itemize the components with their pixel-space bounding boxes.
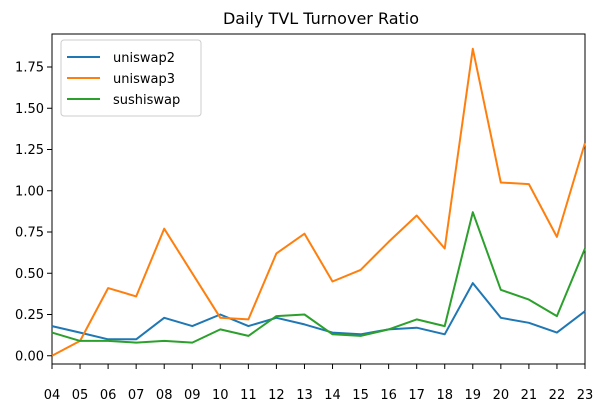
legend: uniswap2 uniswap3 sushiswap <box>60 39 202 117</box>
series-line-uniswap3 <box>51 47 586 357</box>
x-tick-label: 10 <box>212 388 229 403</box>
y-tick-label: 0.25 <box>15 308 44 323</box>
x-tick-label: 16 <box>380 388 397 403</box>
y-tick-label: 0.50 <box>15 267 44 282</box>
y-tick-label: 0.00 <box>15 349 44 364</box>
x-tick-label: 23 <box>577 388 594 403</box>
plot-area <box>51 33 586 365</box>
x-tick-label: 04 <box>44 388 61 403</box>
legend-box <box>60 39 202 117</box>
legend-label: sushiswap <box>113 93 180 108</box>
legend-label: uniswap2 <box>113 51 175 66</box>
x-tick-label: 09 <box>184 388 201 403</box>
x-tick-label: 11 <box>240 388 257 403</box>
x-tick-label: 08 <box>156 388 173 403</box>
legend-label: uniswap3 <box>113 72 175 87</box>
y-tick-label: 1.25 <box>15 143 44 158</box>
y-axis: 0.00 0.25 0.50 0.75 1.00 1.25 1.50 1.75 <box>15 61 52 364</box>
x-tick-label: 06 <box>100 388 117 403</box>
y-tick-label: 1.00 <box>15 184 44 199</box>
series-line-sushiswap <box>51 211 586 344</box>
x-tick-label: 17 <box>408 388 425 403</box>
x-tick-label: 07 <box>128 388 145 403</box>
x-tick-label: 21 <box>521 388 538 403</box>
x-tick-label: 15 <box>352 388 369 403</box>
y-tick-label: 1.75 <box>15 61 44 76</box>
y-tick-label: 0.75 <box>15 226 44 241</box>
x-tick-label: 13 <box>296 388 313 403</box>
series-lines <box>51 47 586 357</box>
y-tick-label: 1.50 <box>15 102 44 117</box>
x-tick-label: 05 <box>72 388 89 403</box>
chart-title: Daily TVL Turnover Ratio <box>223 9 419 28</box>
x-tick-label: 14 <box>324 388 341 403</box>
x-tick-label: 12 <box>268 388 285 403</box>
x-tick-label: 20 <box>493 388 510 403</box>
x-tick-label: 19 <box>465 388 482 403</box>
x-axis: 04 05 06 07 08 09 10 11 12 13 14 15 16 17 18 19 20 21 22 23 <box>44 364 594 403</box>
x-tick-label: 18 <box>436 388 453 403</box>
x-tick-label: 22 <box>549 388 566 403</box>
series-line-uniswap2 <box>51 282 586 341</box>
